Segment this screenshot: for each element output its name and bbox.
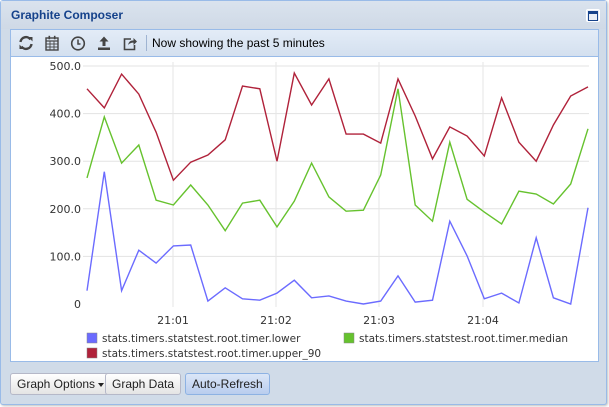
legend-label: stats.timers.statstest.root.timer.upper_… xyxy=(102,348,321,360)
calendar-icon[interactable] xyxy=(43,34,61,52)
series-line xyxy=(86,71,589,182)
legend-swatch xyxy=(86,332,98,344)
upload-icon[interactable] xyxy=(95,34,113,52)
x-tick-label: 21:03 xyxy=(363,314,395,327)
legend-label: stats.timers.statstest.root.timer.median xyxy=(359,333,568,345)
y-tick-label: 100.0 xyxy=(50,250,82,263)
y-tick-label: 400.0 xyxy=(50,108,82,121)
window-titlebar: Graphite Composer xyxy=(1,1,606,29)
legend-label: stats.timers.statstest.root.timer.lower xyxy=(102,333,301,345)
legend-swatch xyxy=(343,332,355,344)
y-tick-label: 0 xyxy=(74,298,81,311)
x-tick-label: 21:01 xyxy=(157,314,189,327)
series-line xyxy=(86,88,589,232)
share-icon[interactable] xyxy=(121,34,139,52)
legend-swatch xyxy=(86,347,98,359)
composer-toolbar: Now showing the past 5 minutes xyxy=(11,30,598,57)
graph-image[interactable]: 0 100.0 200.0 300.0 400.0 500.0 21:01 21:02 21:0… xyxy=(11,57,598,361)
y-tick-label: 300.0 xyxy=(50,155,82,168)
time-range-status: Now showing the past 5 minutes xyxy=(152,36,325,50)
toolbar-separator xyxy=(146,35,147,51)
x-tick-label: 21:04 xyxy=(467,314,499,327)
composer-footer: Graph Options Graph Data Auto-Refresh xyxy=(1,361,606,403)
maximize-button[interactable] xyxy=(586,9,600,22)
refresh-icon[interactable] xyxy=(17,34,35,52)
composer-body: Now showing the past 5 minutes 0 100.0 200… xyxy=(10,29,599,362)
line-chart: 0 100.0 200.0 300.0 400.0 500.0 21:01 21:02 21:0… xyxy=(50,60,589,360)
graph-data-button[interactable]: Graph Data xyxy=(105,373,182,395)
x-tick-label: 21:02 xyxy=(260,314,292,327)
auto-refresh-button[interactable]: Auto-Refresh xyxy=(185,373,270,395)
chevron-down-icon xyxy=(98,382,105,387)
clock-icon[interactable] xyxy=(69,34,87,52)
series-line xyxy=(86,171,589,305)
graph-options-button[interactable]: Graph Options xyxy=(10,373,112,395)
graph-options-label: Graph Options xyxy=(17,377,96,391)
y-tick-label: 500.0 xyxy=(50,60,82,73)
y-tick-label: 200.0 xyxy=(50,203,82,216)
window-title: Graphite Composer xyxy=(11,8,124,22)
